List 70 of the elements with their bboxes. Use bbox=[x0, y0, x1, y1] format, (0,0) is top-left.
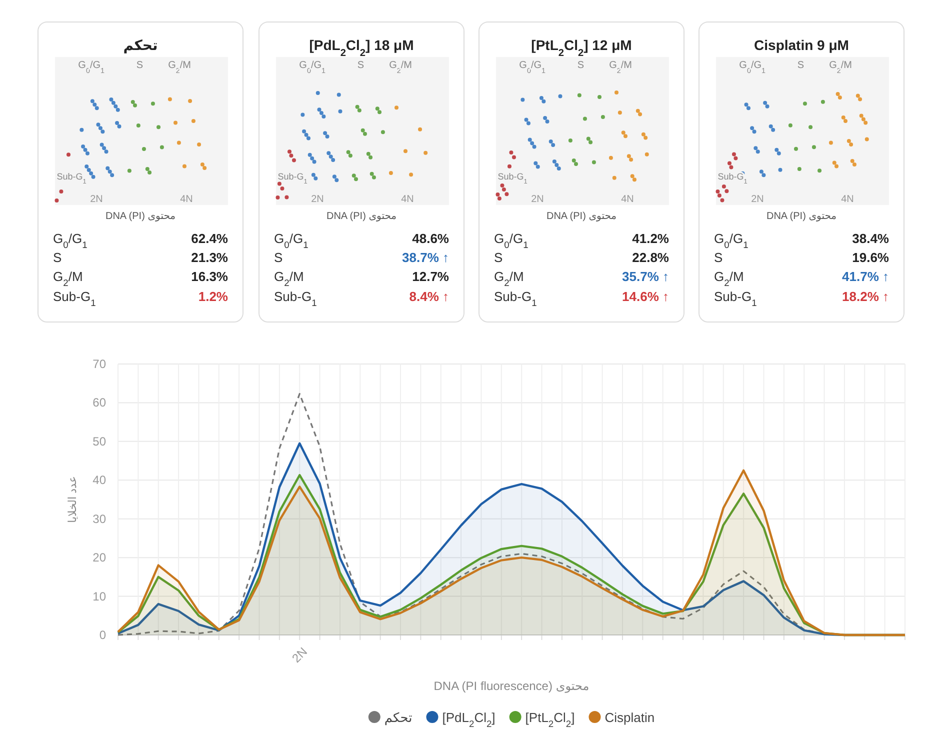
text: محتوى DNA (PI) bbox=[546, 211, 617, 222]
text: 22.8% bbox=[632, 250, 669, 265]
text: 18.2% ↑ bbox=[842, 289, 889, 304]
text: تحكم bbox=[123, 37, 158, 54]
text: 4N bbox=[180, 194, 193, 205]
text: Sub-G$_{1}$ bbox=[56, 171, 87, 185]
category-label: S bbox=[494, 250, 503, 265]
text: 12.7% bbox=[412, 269, 449, 284]
text: Sub-G$_{1}$ bbox=[498, 171, 528, 185]
category-label: Sub-G$_{1}$ bbox=[494, 289, 537, 308]
category-label: G$_{0}$/G$_{1}$ bbox=[714, 231, 748, 250]
y-tick-label: 10 bbox=[92, 589, 106, 604]
text: 19.6% bbox=[852, 250, 889, 265]
y-tick-label: 60 bbox=[92, 396, 106, 410]
text: 14.6% ↑ bbox=[622, 289, 669, 304]
text: S bbox=[136, 60, 144, 71]
category-label: G$_{2}$/M bbox=[494, 269, 524, 288]
text: 2N bbox=[751, 194, 764, 205]
text: 35.7% ↑ bbox=[622, 269, 669, 284]
category-label: G$_{0}$/G$_{1}$ bbox=[53, 231, 88, 250]
y-axis-title: عدد الخلايا bbox=[67, 476, 79, 523]
legend-label: Cisplatin bbox=[604, 710, 655, 725]
text: 62.4% bbox=[191, 231, 228, 246]
text: 38.4% bbox=[852, 231, 889, 246]
text: Sub-G$_{1}$ bbox=[278, 171, 308, 185]
y-tick-label: 20 bbox=[92, 550, 106, 565]
text: S bbox=[797, 60, 804, 71]
category-label: G$_{2}$/M bbox=[714, 269, 744, 288]
y-tick-label: 40 bbox=[92, 473, 106, 488]
text: S bbox=[357, 60, 364, 71]
text: 38.7% ↑ bbox=[402, 250, 449, 265]
y-tick-label: 70 bbox=[92, 357, 106, 371]
text: 2N bbox=[311, 194, 324, 205]
y-tick-label: 30 bbox=[92, 512, 106, 526]
category-label: G$_{0}$/G$_{1}$ bbox=[494, 231, 528, 250]
text: 2N bbox=[90, 194, 103, 205]
y-tick-label: 0 bbox=[99, 628, 106, 642]
y-tick-label: 50 bbox=[92, 434, 106, 448]
text: 41.2% bbox=[632, 231, 669, 246]
text: محتوى DNA (PI) bbox=[766, 211, 837, 222]
text: 2N bbox=[531, 194, 544, 205]
category-label: Sub-G$_{1}$ bbox=[274, 289, 317, 308]
text: محتوى DNA (PI) bbox=[105, 211, 176, 222]
category-label: Sub-G$_{1}$ bbox=[714, 289, 757, 308]
category-label: G$_{2}$/M bbox=[53, 269, 83, 288]
text: 48.6% bbox=[412, 231, 449, 246]
category-label: G$_{2}$/M bbox=[274, 269, 304, 288]
legend-label: تحكم bbox=[384, 710, 413, 726]
text: 41.7% ↑ bbox=[842, 269, 889, 284]
category-label: S bbox=[274, 250, 283, 265]
text: Cisplatin 9 μM bbox=[754, 37, 849, 53]
text: Sub-G$_{1}$ bbox=[718, 171, 748, 185]
text: [PdL$_{2}$Cl$_{2}$] 18 μM bbox=[309, 37, 414, 58]
text: محتوى DNA (PI) bbox=[326, 211, 397, 222]
category-label: S bbox=[714, 250, 723, 265]
text: 4N bbox=[841, 194, 854, 205]
text: 16.3% bbox=[191, 269, 228, 284]
text: 8.4% ↑ bbox=[409, 289, 449, 304]
category-label: Sub-G$_{1}$ bbox=[53, 289, 96, 308]
legend-label: [PtL$_{2}$Cl$_{2}$] bbox=[525, 710, 575, 729]
text: 4N bbox=[401, 194, 414, 205]
x-axis-title: محتوى DNA (PI fluorescence) bbox=[434, 679, 590, 693]
category-label: S bbox=[53, 250, 62, 265]
text: 1.2% bbox=[198, 289, 228, 304]
text: S bbox=[577, 60, 584, 71]
legend-label: [PdL$_{2}$Cl$_{2}$] bbox=[442, 710, 496, 729]
text: [PtL$_{2}$Cl$_{2}$] 12 μM bbox=[531, 37, 632, 58]
category-label: G$_{0}$/G$_{1}$ bbox=[274, 231, 308, 250]
text: 21.3% bbox=[191, 250, 228, 265]
text: 4N bbox=[621, 194, 634, 205]
